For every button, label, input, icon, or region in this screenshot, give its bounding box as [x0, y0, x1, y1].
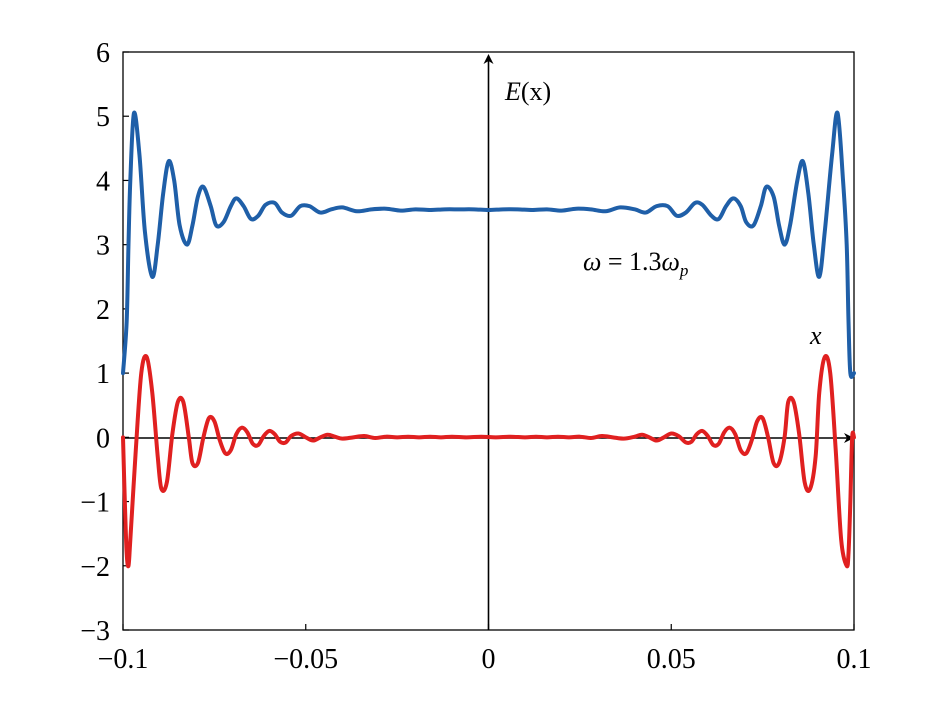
y-tick-label: −1: [80, 488, 110, 519]
omega-equals: = 1.3: [601, 247, 661, 276]
x-tick-label: 0: [482, 644, 496, 675]
y-tick-label: 6: [96, 38, 110, 69]
x-tick-label: −0.05: [273, 644, 338, 675]
y-axis-label: E(x): [504, 77, 551, 106]
y-tick-label: 1: [96, 359, 110, 390]
x-tick-label: 0.05: [647, 644, 696, 675]
x-tick-label: 0.1: [837, 644, 872, 675]
omega-label: ω = 1.3ωp: [583, 247, 688, 280]
omega-p-symbol: ω: [662, 247, 680, 276]
y-axis-label-rest: (x): [521, 77, 551, 106]
y-axis-label-e: E: [504, 77, 521, 106]
series-layer: [121, 110, 856, 569]
x-axis-label: x: [809, 321, 822, 350]
y-tick-label: 3: [96, 231, 110, 262]
y-tick-label: 4: [96, 166, 110, 197]
y-tick-label: −3: [80, 616, 110, 647]
omega-symbol: ω: [583, 247, 601, 276]
x-ticks: −0.1 −0.05 0 0.05 0.1: [98, 624, 872, 675]
y-ticks: 6 5 4 3 2 1 0 −1 −2 −3: [80, 38, 129, 647]
omega-subscript: p: [679, 261, 689, 280]
y-tick-label: 5: [96, 102, 110, 133]
y-tick-label: 0: [96, 423, 110, 454]
series-line-red: [121, 354, 856, 569]
y-tick-label: 2: [96, 295, 110, 326]
series-line-blue: [121, 110, 856, 379]
y-tick-label: −2: [80, 552, 110, 583]
x-tick-label: −0.1: [98, 644, 149, 675]
